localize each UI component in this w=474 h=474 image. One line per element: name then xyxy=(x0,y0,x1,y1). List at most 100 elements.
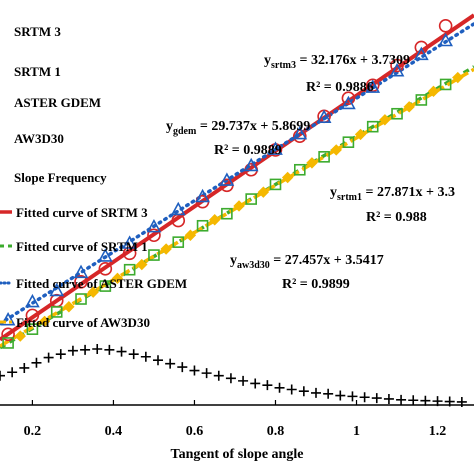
point-frequency xyxy=(274,382,285,393)
point-gdem xyxy=(341,95,356,110)
point-gdem xyxy=(49,282,65,297)
legend-entry-srtm1: SRTM 1 xyxy=(14,64,61,79)
point-frequency xyxy=(104,344,115,355)
eq-gdem-rhs: = 29.737x + 5.8699 xyxy=(196,119,310,134)
point-frequency xyxy=(262,380,273,391)
point-aw3d30 xyxy=(136,258,148,271)
point-aw3d30 xyxy=(160,243,172,255)
point-gdem xyxy=(97,248,113,262)
point-gdem xyxy=(365,79,381,93)
point-frequency xyxy=(359,392,370,403)
legend-entry-fit-srtm1: Fitted curve of SRTM 1 xyxy=(16,239,148,254)
point-aw3d30 xyxy=(209,214,221,226)
point-frequency xyxy=(31,357,42,368)
legend-entry-aster-gdem: ASTER GDEM xyxy=(14,95,101,110)
legend-entry-aw3d30: AW3D30 xyxy=(14,131,64,146)
point-aw3d30 xyxy=(63,301,75,313)
eq-srtm3-sub: srtm3 xyxy=(271,60,296,71)
legend-entry-slope-frequency: Slope Frequency xyxy=(14,170,107,185)
point-gdem xyxy=(25,293,40,308)
svg-text:ygdem = 29.737x + 5.8699: ygdem = 29.737x + 5.8699 xyxy=(166,119,310,137)
eq-gdem-r2: R² = 0.9889 xyxy=(214,143,282,158)
equation-srtm3: ysrtm3 = 32.176x + 3.7309 R² = 0.9886 xyxy=(264,53,410,95)
x-tick-label: 0.4 xyxy=(105,424,123,439)
point-srtm3 xyxy=(98,262,113,276)
point-gdem xyxy=(413,46,429,61)
point-srtm1 xyxy=(391,107,403,120)
legend-entry-fit-gdem-text: Fitted curve of ASTER GDEM xyxy=(16,276,187,291)
point-srtm1 xyxy=(415,94,428,106)
x-axis-label: Tangent of slope angle xyxy=(171,447,304,462)
point-aw3d30 xyxy=(452,71,464,84)
point-srtm3 xyxy=(438,19,453,33)
point-srtm1 xyxy=(172,236,185,248)
point-srtm1 xyxy=(318,151,330,163)
point-srtm1 xyxy=(99,280,112,292)
point-srtm3 xyxy=(1,327,15,342)
point-frequency xyxy=(396,394,407,405)
point-gdem xyxy=(170,201,186,216)
point-frequency xyxy=(298,386,309,397)
point-frequency xyxy=(371,393,382,404)
point-gdem xyxy=(243,157,259,172)
point-frequency xyxy=(80,344,91,355)
point-aw3d30 xyxy=(184,229,197,241)
point-frequency xyxy=(92,343,103,354)
point-frequency xyxy=(408,395,419,406)
point-gdem xyxy=(316,109,332,123)
point-gdem xyxy=(268,141,283,155)
eq-gdem-y: y xyxy=(166,119,173,134)
point-aw3d30 xyxy=(427,85,440,98)
point-gdem xyxy=(73,264,89,279)
point-srtm1 xyxy=(2,337,14,349)
point-srtm3 xyxy=(292,129,307,143)
point-frequency xyxy=(383,393,394,404)
point-srtm1 xyxy=(123,263,136,276)
point-srtm3 xyxy=(25,308,40,323)
point-frequency xyxy=(43,352,54,363)
legend: SRTM 3 SRTM 1 ASTER GDEM AW3D30 Slope Fr… xyxy=(0,24,187,330)
point-frequency xyxy=(189,365,200,376)
eq-srtm1-sub: srtm1 xyxy=(337,192,362,203)
equation-gdem: ygdem = 29.737x + 5.8699 R² = 0.9889 xyxy=(166,119,310,158)
legend-entry-srtm3: SRTM 3 xyxy=(14,24,61,39)
point-frequency xyxy=(140,351,151,362)
fit-line-gdem xyxy=(0,22,474,326)
point-aw3d30 xyxy=(14,330,26,342)
point-frequency xyxy=(335,390,346,401)
point-srtm1 xyxy=(366,120,379,133)
point-gdem xyxy=(0,312,16,326)
svg-text:ysrtm1 = 27.871x + 3.3: ysrtm1 = 27.871x + 3.3 xyxy=(330,185,455,203)
point-frequency xyxy=(165,358,176,369)
point-srtm3 xyxy=(74,274,88,289)
legend-entry-fit-gdem: Fitted curve of ASTER GDEM xyxy=(16,276,187,291)
eq-aw3d30-rhs: = 27.457x + 3.5417 xyxy=(270,253,384,268)
eq-srtm3-r2: R² = 0.9886 xyxy=(306,80,374,95)
point-aw3d30 xyxy=(233,200,245,212)
point-frequency xyxy=(213,370,224,381)
point-srtm1 xyxy=(50,306,63,318)
eq-srtm1-rhs: = 27.871x + 3.3 xyxy=(362,185,455,200)
point-srtm1 xyxy=(342,136,355,148)
point-srtm1 xyxy=(75,293,87,305)
svg-text:ysrtm3 = 32.176x + 3.7309: ysrtm3 = 32.176x + 3.7309 xyxy=(264,53,410,71)
point-srtm1 xyxy=(439,78,452,91)
eq-aw3d30-sub: aw3d30 xyxy=(237,260,270,271)
x-tick-label: 0.8 xyxy=(267,424,285,439)
legend-entry-fit-srtm3: Fitted curve of SRTM 3 xyxy=(16,205,148,220)
point-frequency xyxy=(201,368,212,379)
point-srtm1 xyxy=(148,249,160,261)
point-srtm1 xyxy=(221,207,233,220)
point-aw3d30 xyxy=(403,101,415,113)
point-frequency xyxy=(225,373,236,384)
point-gdem xyxy=(438,32,453,47)
point-aw3d30 xyxy=(257,186,270,198)
point-gdem xyxy=(146,218,162,233)
eq-srtm1-r2: R² = 0.988 xyxy=(366,210,427,225)
x-tick-label: 0.6 xyxy=(186,424,204,439)
point-frequency xyxy=(347,391,358,402)
point-srtm1 xyxy=(26,323,39,335)
eq-gdem-sub: gdem xyxy=(173,126,197,137)
x-axis-ticks: 0.2 0.4 0.6 0.8 1 1.2 xyxy=(24,400,446,439)
